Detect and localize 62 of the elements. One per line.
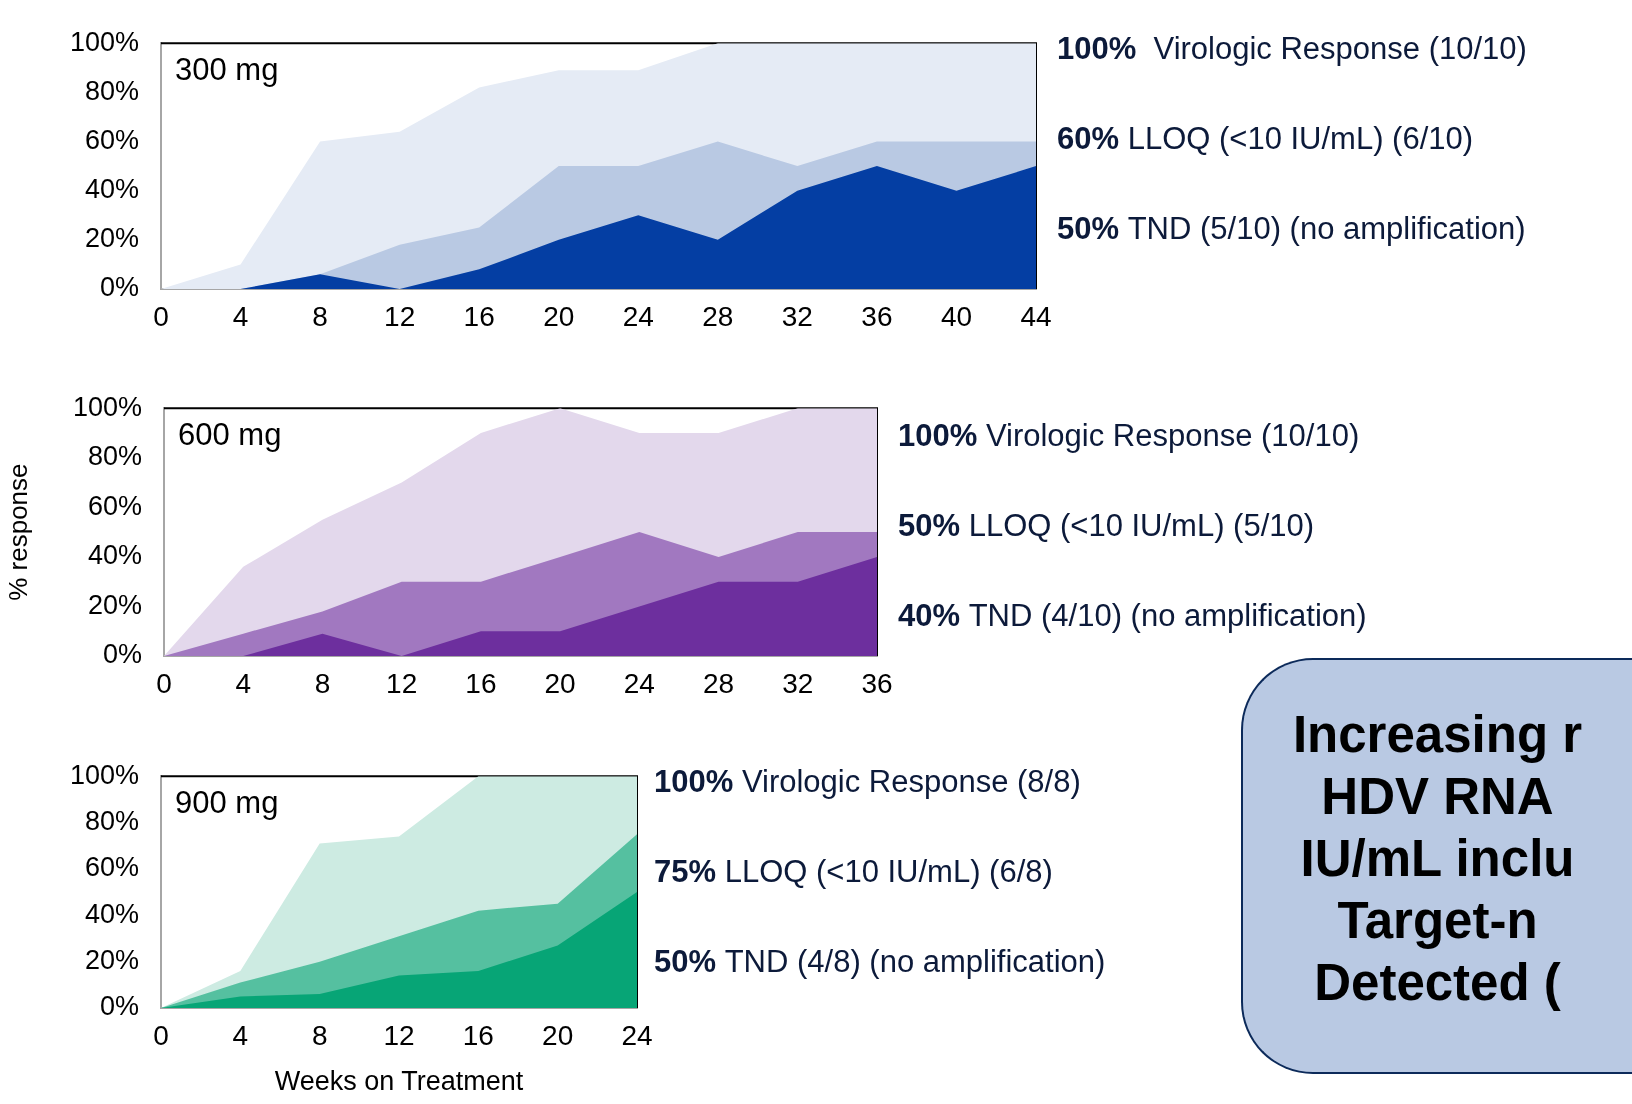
- text: 100% Virologic Response (10/10): [1057, 31, 1527, 67]
- chart-title: 600 mg: [178, 416, 282, 452]
- x-tick-label: 0: [153, 300, 169, 332]
- y-tick-label: 100%: [69, 759, 139, 790]
- y-tick-label: 80%: [84, 75, 139, 106]
- x-tick-label: 0: [153, 1019, 169, 1051]
- y-tick-label: 100%: [72, 391, 142, 422]
- x-tick-label: 16: [465, 667, 497, 699]
- x-tick-label: 16: [462, 1019, 494, 1051]
- y-tick-label: 20%: [84, 223, 139, 254]
- y-tick-label: 0%: [102, 639, 142, 670]
- y-tick-label: 40%: [87, 540, 142, 571]
- callout-box: Increasing r HDV RNA IU/mL inclu Target-n Detected (: [1241, 658, 1632, 1074]
- x-tick-label: 12: [386, 667, 418, 699]
- x-tick-label: 44: [1020, 300, 1052, 332]
- text: 75% LLOQ (<10 IU/mL) (6/8): [654, 854, 1053, 890]
- chart-title: 300 mg: [175, 51, 279, 87]
- x-tick-label: 24: [622, 300, 654, 332]
- x-tick-label: 4: [232, 300, 249, 332]
- y-tick-label: 40%: [84, 898, 139, 929]
- y-tick-label: 80%: [87, 441, 142, 472]
- text: 50% TND (4/8) (no amplification): [654, 944, 1106, 980]
- x-tick-label: 28: [702, 300, 734, 332]
- x-tick-label: 36: [861, 300, 893, 332]
- x-tick-label: 4: [232, 1019, 249, 1051]
- x-tick-label: 12: [384, 300, 416, 332]
- x-tick-label: 40: [940, 300, 973, 332]
- y-tick-label: 60%: [84, 124, 139, 155]
- x-tick-label: 20: [543, 300, 575, 332]
- x-tick-label: 32: [781, 300, 813, 332]
- y-tick-label: 0%: [99, 272, 139, 303]
- x-tick-label: 8: [314, 667, 331, 699]
- text: 50% LLOQ (<10 IU/mL) (5/10): [898, 508, 1315, 544]
- x-tick-label: 8: [312, 300, 328, 332]
- x-tick-label: 28: [702, 667, 735, 699]
- text: 50% TND (5/10) (no amplification): [1057, 211, 1526, 247]
- chart-title: 900 mg: [175, 784, 279, 820]
- x-tick-label: 24: [621, 1019, 653, 1051]
- y-tick-label: 100%: [69, 26, 139, 57]
- y-tick-label: 60%: [87, 490, 142, 521]
- y-tick-label: 20%: [84, 945, 139, 976]
- x-tick-label: 8: [311, 1019, 328, 1051]
- x-tick-label: 16: [463, 300, 495, 332]
- y-tick-label: 20%: [87, 589, 142, 620]
- x-tick-label: 0: [156, 667, 172, 699]
- x-tick-label: 20: [542, 1019, 574, 1051]
- x-tick-label: 20: [544, 667, 576, 699]
- text: 100% Virologic Response (8/8): [654, 764, 1081, 800]
- x-axis-title: Weeks on Treatment: [274, 1066, 524, 1097]
- text: 40% TND (4/10) (no amplification): [898, 598, 1367, 634]
- y-tick-label: 80%: [84, 806, 139, 837]
- x-tick-label: 24: [623, 667, 655, 699]
- y-tick-label: 0%: [99, 991, 139, 1022]
- x-tick-label: 12: [383, 1019, 415, 1051]
- y-tick-label: 60%: [84, 852, 139, 883]
- x-tick-label: 32: [782, 667, 814, 699]
- y-tick-label: 40%: [84, 174, 139, 205]
- text: 60% LLOQ (<10 IU/mL) (6/10): [1057, 121, 1474, 157]
- x-tick-label: 36: [861, 667, 893, 699]
- text: 100% Virologic Response (10/10): [898, 418, 1360, 454]
- x-tick-label: 4: [235, 667, 252, 699]
- y-axis-title: % response: [2, 463, 33, 601]
